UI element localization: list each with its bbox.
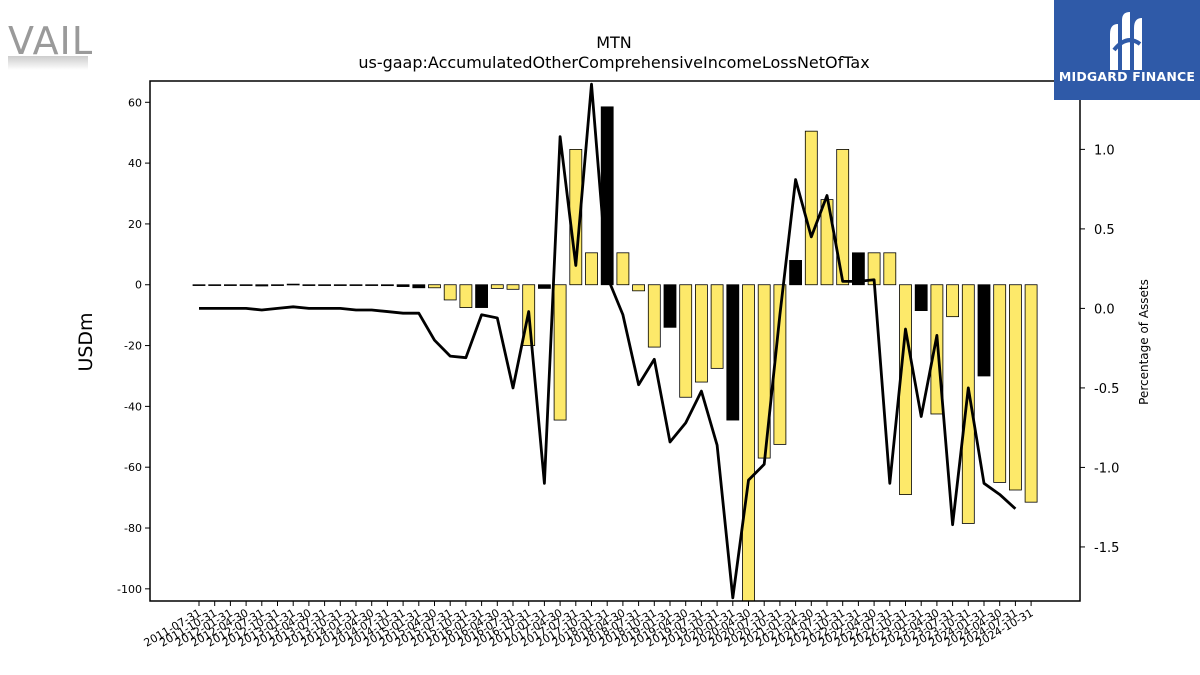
y2-tick-label: 0.0 — [1094, 302, 1115, 317]
y2-tick-label: 1.0 — [1094, 143, 1115, 158]
y-tick-label: 20 — [128, 218, 142, 231]
bar — [899, 284, 912, 495]
bar — [396, 284, 410, 287]
y-tick-label: -60 — [124, 461, 142, 474]
chart-subtitle: us-gaap:AccumulatedOtherComprehensiveInc… — [358, 53, 869, 72]
y-axis-label: USDm — [75, 312, 97, 371]
bar — [443, 284, 457, 301]
bar — [883, 252, 897, 286]
y-axis-left: 60 40 20 0 -20 -40 -60 -80 -100 — [117, 96, 150, 596]
bar — [490, 284, 504, 289]
plot-frame — [149, 80, 1081, 602]
bar — [286, 283, 300, 286]
bar — [349, 284, 363, 286]
bar — [742, 284, 755, 602]
bar — [679, 284, 693, 398]
y-tick-label: 60 — [128, 96, 142, 109]
bar — [380, 284, 394, 287]
bar — [647, 284, 661, 348]
bar — [804, 130, 818, 286]
bar — [412, 284, 426, 289]
y-tick-label: -20 — [124, 340, 142, 353]
y-tick-label: -80 — [124, 522, 142, 535]
bar — [977, 284, 991, 377]
bar — [1009, 284, 1022, 491]
y-tick-label: -100 — [117, 583, 142, 596]
bar — [993, 284, 1007, 483]
bar — [946, 284, 959, 318]
y-tick-label: -40 — [124, 400, 142, 413]
bar — [726, 284, 740, 421]
bar — [836, 149, 850, 286]
bar — [271, 284, 284, 286]
vail-logo-text: VAIL — [8, 19, 92, 63]
bar — [208, 284, 222, 286]
bar — [1024, 284, 1038, 503]
bar — [318, 284, 332, 286]
y-tick-label: 0 — [135, 279, 142, 292]
bar — [710, 284, 724, 369]
bar — [428, 284, 441, 289]
bar-group — [192, 106, 1038, 602]
bar — [852, 252, 865, 286]
y2-tick-label: 0.5 — [1094, 223, 1115, 238]
midgard-mark-icon — [1110, 12, 1142, 70]
bar — [914, 284, 928, 311]
bar — [632, 284, 645, 292]
bar — [223, 284, 237, 286]
bar — [663, 284, 677, 328]
midgard-finance-text: MIDGARD FINANCE — [1058, 69, 1196, 84]
y-tick-label: 40 — [128, 157, 142, 170]
bar — [333, 284, 347, 286]
y-axis-right: 1.0 0.5 0.0 -0.5 -1.0 -1.5 — [1080, 143, 1119, 556]
bar — [365, 284, 379, 286]
y2-tick-label: -0.5 — [1094, 382, 1119, 397]
bar — [789, 260, 802, 286]
bar — [538, 284, 551, 289]
line-group — [199, 82, 1017, 600]
bar — [302, 284, 316, 286]
vail-reflection — [8, 56, 88, 70]
bar — [192, 284, 206, 286]
chart-title: MTN — [596, 33, 632, 52]
bar — [695, 284, 708, 383]
y2-axis-label: Percentage of Assets — [1137, 279, 1151, 405]
series-line — [199, 82, 1017, 600]
bar — [961, 284, 975, 524]
bar — [239, 284, 253, 286]
bar — [475, 284, 489, 308]
bar — [600, 106, 614, 286]
bar — [255, 284, 269, 287]
x-axis: 2011-07-312011-10-312012-01-312012-04-30… — [142, 601, 1036, 650]
midgard-finance-logo: MIDGARD FINANCE — [1054, 0, 1200, 100]
bar — [459, 284, 473, 308]
bar — [616, 252, 630, 286]
y2-tick-label: -1.0 — [1094, 461, 1119, 476]
y2-tick-label: -1.5 — [1094, 541, 1119, 556]
bar — [506, 284, 520, 290]
bar — [553, 284, 567, 421]
bar — [585, 252, 598, 286]
vail-logo: VAIL — [6, 18, 93, 74]
